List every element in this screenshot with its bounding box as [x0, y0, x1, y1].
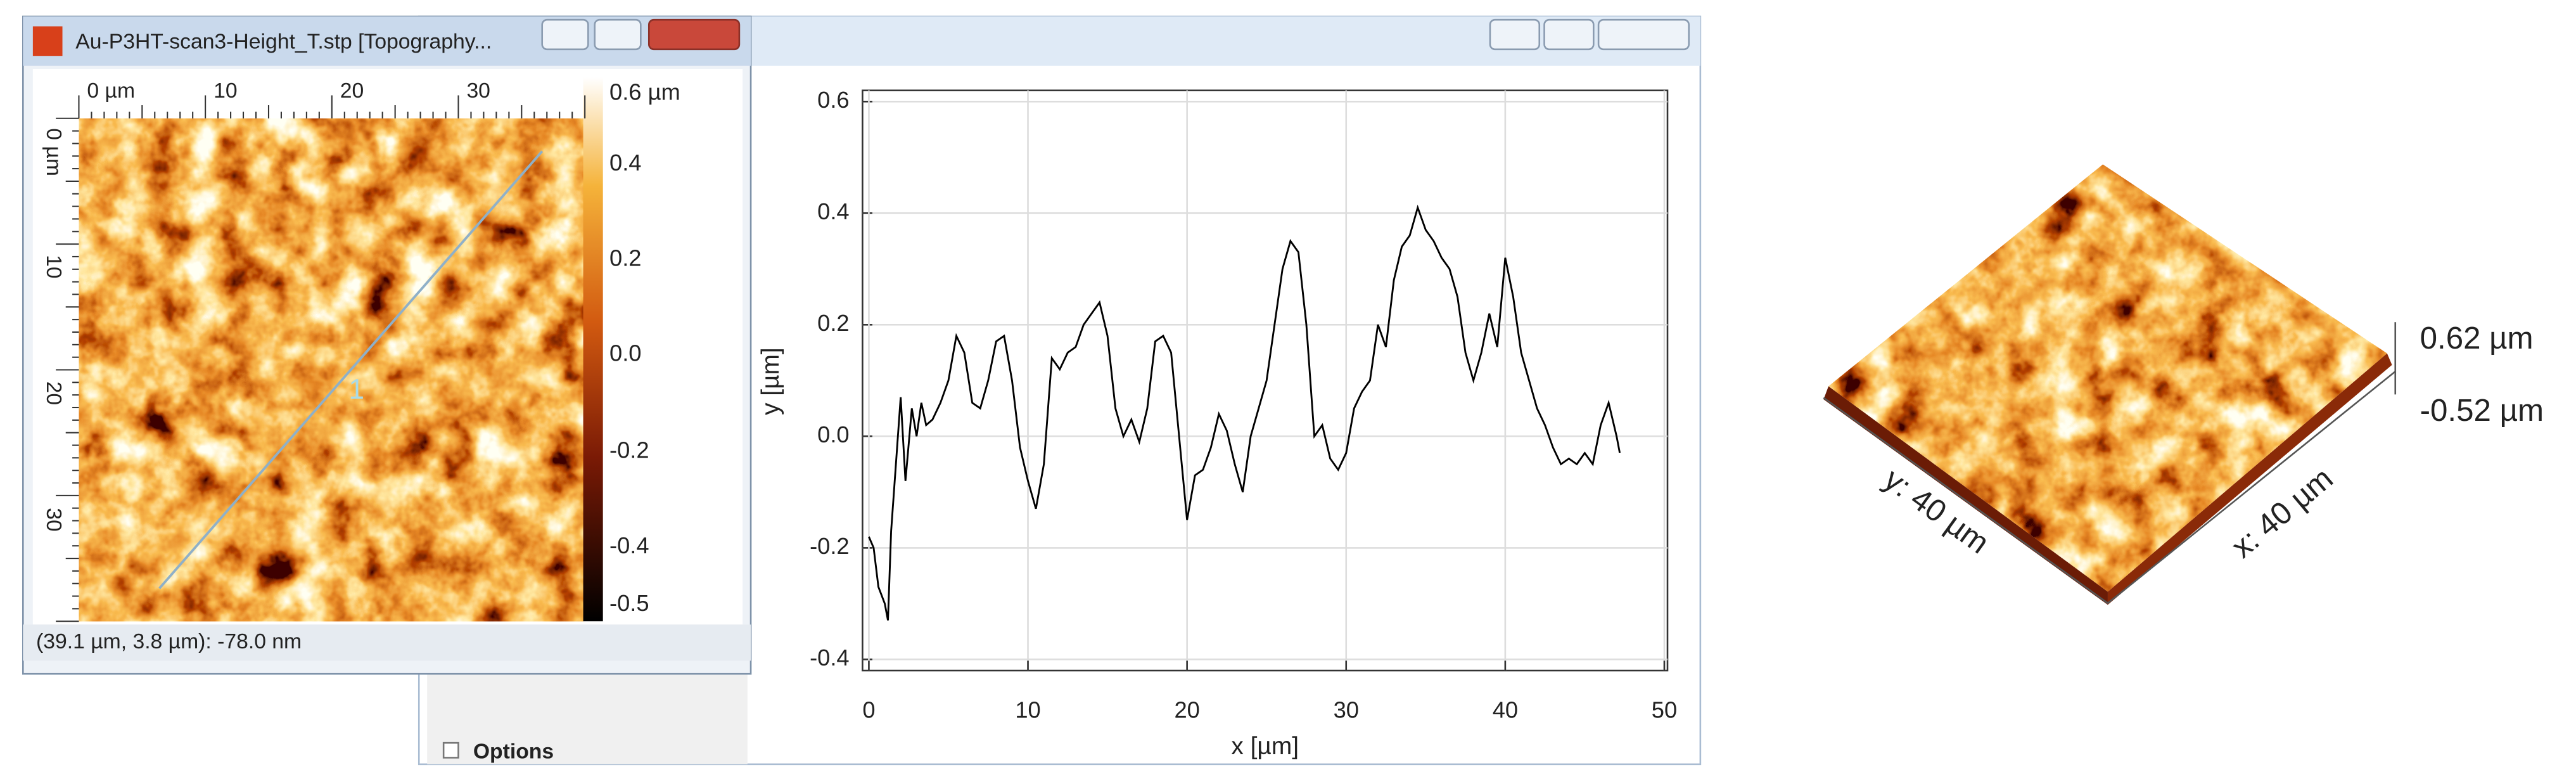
x-axis-label: x [µm]	[1231, 733, 1299, 760]
surface-side	[1823, 386, 2108, 605]
expand-icon[interactable]	[442, 742, 459, 759]
colorbar-label: 0.4	[609, 150, 641, 176]
axis-3d	[1823, 371, 2396, 605]
colorbar-label: 0.0	[609, 340, 641, 366]
minimize-button[interactable]	[541, 18, 589, 51]
maximize-button[interactable]	[594, 18, 642, 51]
x-tick-label: 30	[1334, 697, 1359, 723]
x-tick-label: 20	[1174, 697, 1199, 723]
top-ruler	[79, 74, 583, 119]
colorbar-label: 0.2	[609, 245, 641, 271]
y-tick-label: 0.0	[817, 421, 849, 447]
minimize-button[interactable]	[1489, 18, 1541, 51]
plot-area	[862, 89, 1669, 672]
options-label[interactable]: Options	[473, 740, 554, 764]
colorbar	[583, 77, 603, 622]
afm-image	[79, 118, 583, 622]
maximize-button[interactable]	[1543, 18, 1595, 51]
y-ruler-label: 20	[42, 382, 66, 406]
profile-curve	[868, 204, 1621, 621]
window-title: Au-P3HT-scan3-Height_T.stp [Topography..…	[75, 29, 492, 53]
colorbar-label: 0.6 µm	[609, 79, 680, 105]
x-tick-label: 10	[1015, 697, 1040, 723]
side-panel	[427, 674, 748, 764]
y-axis-label: y [µm]	[757, 347, 784, 415]
x-ruler-label: 30	[466, 79, 490, 103]
x-tick-label: 0	[862, 697, 875, 723]
y-ruler-label: 30	[42, 508, 66, 532]
profile-line[interactable]	[158, 150, 544, 589]
y-ruler-label: 0 µm	[42, 128, 66, 176]
surface-side	[2107, 353, 2392, 605]
x-ruler-label: 10	[214, 79, 238, 103]
z-max-label: 0.62 µm	[2420, 321, 2534, 356]
z-min-label: -0.52 µm	[2420, 393, 2544, 428]
x-ruler-label: 0 µm	[87, 79, 135, 103]
x-tick-label: 40	[1493, 697, 1518, 723]
y-tick-label: -0.2	[810, 533, 850, 559]
x-tick-label: 50	[1652, 697, 1677, 723]
colorbar-label: -0.4	[609, 532, 649, 558]
y-ruler-label: 10	[42, 255, 66, 279]
status-text: (39.1 µm, 3.8 µm): -78.0 nm	[36, 629, 302, 653]
y-tick-label: 0.2	[817, 310, 849, 336]
x-ruler-label: 20	[340, 79, 364, 103]
y-tick-label: -0.4	[810, 645, 850, 671]
app-icon	[32, 26, 63, 56]
surface-3d	[1828, 164, 2387, 592]
close-button[interactable]	[647, 18, 741, 51]
y-tick-label: 0.4	[817, 198, 849, 224]
close-button[interactable]	[1597, 18, 1690, 51]
colorbar-label: -0.2	[609, 437, 649, 463]
y-tick-label: 0.6	[817, 87, 849, 113]
colorbar-label: -0.5	[609, 590, 649, 616]
status-bar	[23, 624, 751, 661]
profile-label: 1	[348, 374, 364, 405]
